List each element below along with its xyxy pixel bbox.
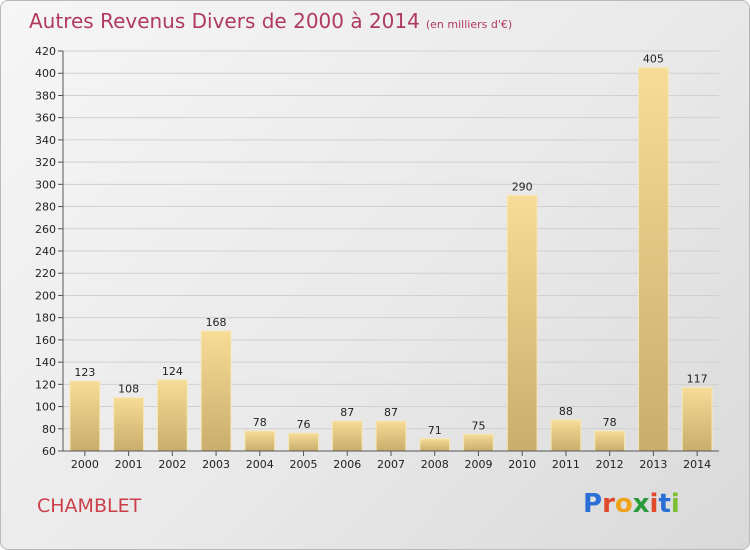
y-tick-label: 140 [35, 356, 56, 369]
chart-title: Autres Revenus Divers de 2000 à 2014 (en … [29, 9, 512, 33]
value-label-2001: 108 [118, 383, 139, 396]
value-label-2013: 405 [643, 53, 664, 66]
x-axis: 2000 2001 2002 2003 2004 2005 2006 2007 2008 2009… [63, 450, 719, 471]
y-tick-label: 160 [35, 334, 56, 347]
y-tick-label: 360 [35, 112, 56, 125]
y-tick-label: 260 [35, 223, 56, 236]
y-tick-label: 100 [35, 401, 56, 414]
x-tick-label-2003: 2003 [202, 458, 230, 471]
x-tick-label-2001: 2001 [115, 458, 143, 471]
x-tick-label-2006: 2006 [333, 458, 361, 471]
y-tick-label: 420 [35, 45, 56, 58]
value-label-2000: 123 [74, 366, 95, 379]
bar-2012 [594, 430, 626, 452]
bar-2013 [638, 67, 669, 452]
x-tick-label-2005: 2005 [290, 458, 318, 471]
x-tick-label-2007: 2007 [377, 458, 405, 471]
y-tick-label: 280 [35, 201, 56, 214]
bar-2002 [156, 379, 188, 452]
x-tick-label-2002: 2002 [158, 458, 186, 471]
y-tick-label: 120 [35, 378, 56, 391]
logo-letter: i [670, 489, 680, 519]
x-tick-label-2004: 2004 [246, 458, 274, 471]
y-axis: 60 80 100 120 140 160 180 200 220 240 260 280 300 320… [35, 45, 64, 458]
logo-letter: P [583, 489, 603, 519]
x-tick-label-2012: 2012 [596, 458, 624, 471]
logo-letter: x [632, 489, 650, 519]
logo-letter: o [614, 489, 633, 519]
x-tick-label-2011: 2011 [552, 458, 580, 471]
bar-2003 [200, 330, 232, 452]
chart-unit: (en milliers d'€) [425, 18, 513, 31]
bar-2006 [331, 420, 363, 452]
value-label-2003: 168 [206, 316, 227, 329]
x-tick-label-2013: 2013 [639, 458, 667, 471]
y-tick-label: 180 [35, 312, 56, 325]
y-tick-label: 80 [42, 423, 56, 436]
x-tick-label-2010: 2010 [508, 458, 536, 471]
y-tick-label: 400 [35, 67, 56, 80]
logo-letter: t [658, 489, 671, 519]
x-tick-label-2008: 2008 [421, 458, 449, 471]
value-label-2006: 87 [340, 406, 354, 419]
y-tick-label: 340 [35, 134, 56, 147]
bar-2005 [288, 432, 319, 452]
y-tick-label: 200 [35, 289, 56, 302]
value-label-2008: 71 [428, 424, 442, 437]
value-label-2011: 88 [559, 405, 573, 418]
y-tick-label: 300 [35, 178, 56, 191]
logo-letter: i [649, 489, 659, 519]
value-label-2002: 124 [162, 365, 183, 378]
y-tick-label: 380 [35, 89, 56, 102]
value-label-2010: 290 [512, 180, 533, 193]
value-label-2014: 117 [687, 373, 708, 386]
value-label-2012: 78 [603, 416, 617, 429]
value-label-2007: 87 [384, 406, 398, 419]
x-tick-label-2000: 2000 [71, 458, 99, 471]
bars: 123 108 124 168 78 76 87 87 71 75 290 88 78 405 117 [69, 53, 713, 452]
bar-2008 [419, 438, 451, 452]
commune-name: CHAMBLET [37, 495, 142, 517]
x-tick-label-2014: 2014 [683, 458, 711, 471]
bar-2014 [681, 387, 713, 452]
x-tick-label-2009: 2009 [464, 458, 492, 471]
bar-2000 [69, 380, 101, 452]
value-label-2009: 75 [471, 419, 485, 432]
bar-2001 [113, 397, 144, 452]
chart-title-text: Autres Revenus Divers de 2000 à 2014 [29, 9, 420, 33]
bar-2011 [550, 419, 582, 452]
bar-2010 [506, 194, 538, 452]
y-tick-label: 60 [42, 445, 56, 458]
value-label-2005: 76 [297, 418, 311, 431]
y-tick-label: 240 [35, 245, 56, 258]
y-tick-label: 220 [35, 267, 56, 280]
value-label-2004: 78 [253, 416, 267, 429]
proxiti-logo: Proxiti [583, 489, 680, 519]
bar-2004 [244, 430, 276, 452]
logo-letter: r [602, 489, 615, 519]
y-tick-label: 320 [35, 156, 56, 169]
bar-2009 [463, 433, 494, 452]
bar-2007 [375, 420, 407, 452]
